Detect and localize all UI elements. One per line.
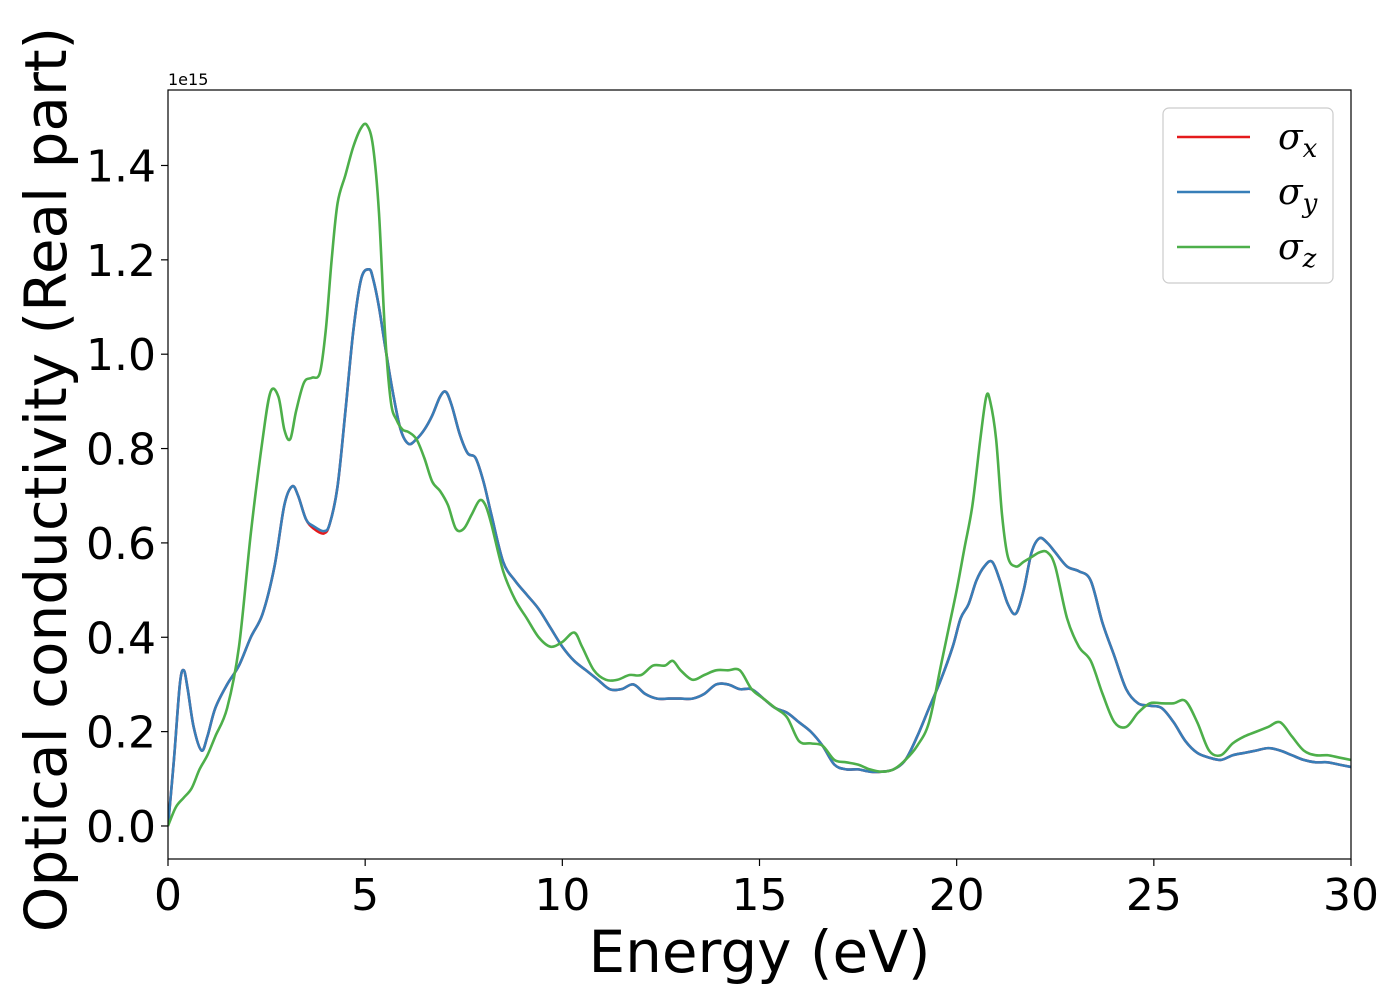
- y-axis-ticks: 0.0 0.2 0.4 0.6 0.8 1.0 1.2 1.4: [86, 141, 168, 853]
- y-tick-label: 0.6: [86, 519, 156, 570]
- y-axis-label: Optical conductivity (Real part): [12, 27, 80, 932]
- y-tick-label: 1.4: [86, 141, 156, 192]
- x-axis-ticks: 0 5 10 15 20 25 30: [154, 859, 1379, 921]
- legend: σx σy σz: [1162, 107, 1334, 284]
- x-tick-label: 25: [1126, 870, 1182, 921]
- series-line-sigma-z: [168, 122, 1351, 827]
- series-line-sigma-y: [168, 267, 1351, 827]
- x-tick-label: 0: [154, 870, 182, 921]
- x-tick-label: 10: [534, 870, 590, 921]
- y-tick-label: 1.2: [86, 236, 156, 287]
- x-tick-label: 15: [732, 870, 788, 921]
- y-tick-label: 0.4: [86, 613, 156, 664]
- x-tick-label: 5: [351, 870, 379, 921]
- y-offset-text: 1e15: [168, 70, 208, 89]
- legend-label-sigma-z: σz: [1278, 227, 1317, 274]
- x-axis-label: Energy (eV): [588, 918, 930, 986]
- y-tick-label: 0.0: [86, 802, 156, 853]
- y-tick-label: 1.0: [86, 330, 156, 381]
- series-layer: [168, 122, 1351, 827]
- legend-box: [1162, 107, 1334, 284]
- legend-label-sigma-x: σx: [1278, 117, 1318, 164]
- legend-label-sigma-y: σy: [1278, 172, 1318, 219]
- x-tick-label: 20: [929, 870, 985, 921]
- y-tick-label: 0.8: [86, 425, 156, 476]
- x-tick-label: 30: [1323, 870, 1379, 921]
- y-tick-label: 0.2: [86, 708, 156, 759]
